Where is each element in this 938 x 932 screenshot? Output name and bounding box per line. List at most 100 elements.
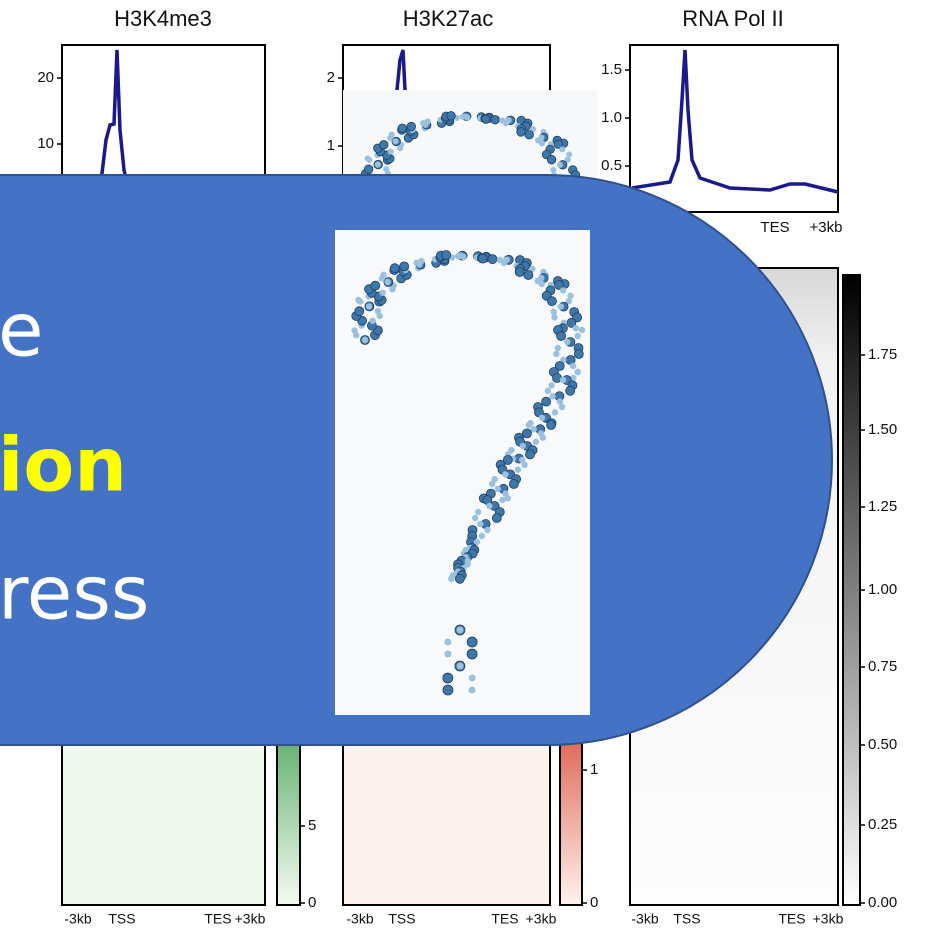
dna-bead [504,495,511,502]
dna-bead [502,120,510,127]
dna-bead [570,374,577,382]
dna-bead [454,573,465,584]
x-tick-label: +3kb [810,219,843,236]
dna-bead [471,514,479,522]
dna-bead [525,449,535,460]
dna-bead [355,296,362,304]
x-tick-label: -3kb [64,911,91,927]
dna-bead [554,280,564,290]
dna-bead [460,253,467,260]
dna-bead [376,312,383,320]
callout-text: e [0,288,44,374]
dna-bead [363,164,374,174]
y-tick-label: 2 [327,69,335,86]
y-tick-label: 0.5 [601,157,622,174]
dna-bead [477,253,488,264]
colorbar-tick-label: 0.25 [868,816,897,833]
dna-bead [392,138,399,145]
dna-bead [353,332,360,339]
dna-bead [444,650,452,658]
callout-text: ress [0,551,149,637]
x-tick-label: TES [778,911,805,927]
x-tick-label: TSS [108,911,135,927]
dna-bead [564,156,571,163]
dna-bead [530,426,537,433]
colorbar-tick-label: 1.50 [868,421,897,438]
dna-bead [444,638,452,646]
dna-bead [379,289,386,296]
dna-bead [468,686,476,694]
dna-bead [370,280,381,291]
x-tick-label: TSS [388,911,415,927]
dna-bead [491,513,502,523]
dna-bead [573,349,584,359]
dna-bead [442,672,454,684]
dna-bead [518,456,526,464]
dna-bead [523,270,534,280]
dna-bead [418,257,425,265]
dna-bead [380,271,387,278]
panel-title: H3K4me3 [114,6,212,31]
dna-bead [546,154,557,165]
panel-title: H3K27ac [403,6,494,31]
dna-bead [551,314,558,321]
dna-bead [442,684,454,696]
callout-text-highlight: ion [0,423,127,509]
dna-bead [532,438,540,445]
dna-bead [446,111,456,121]
dna-bead [456,662,464,670]
dna-bead [539,434,547,441]
colorbar-tick-label: 1.00 [868,581,897,598]
dna-bead [399,261,410,272]
dna-bead [525,421,533,429]
dna-bead [468,674,476,682]
x-tick-label: TES [491,911,518,927]
x-tick-label: TES [204,911,231,927]
dna-bead [478,532,485,540]
x-tick-label: +3kb [813,911,844,927]
dna-bead [548,382,555,389]
y-tick-label: 1.5 [601,61,622,78]
colorbar-tick-label: 0 [308,894,316,911]
dna-bead [558,403,566,411]
dna-bead [509,479,519,489]
dna-bead [519,442,526,450]
y-tick-label: 10 [37,135,54,152]
dna-bead [365,303,373,310]
dna-bead [448,575,455,582]
dna-bead [556,398,564,405]
dna-bead [473,538,481,546]
dna-bead [544,387,552,394]
colorbar-tick-label: 0 [590,894,598,911]
dna-bead [524,130,534,140]
dna-bead [466,636,478,648]
dna-bead [374,161,381,168]
colorbar-tick-label: 5 [308,817,316,834]
dna-bead [514,466,522,473]
dna-question-mark [351,250,586,696]
dna-bead [559,376,567,384]
dna-bead [388,131,395,138]
dna-bead [566,151,573,158]
dna-bead [502,490,509,497]
dna-bead [351,327,358,334]
dna-bead [369,317,376,324]
dna-bead [383,166,390,173]
x-tick-label: +3kb [235,911,266,927]
dna-bead [486,502,493,510]
dna-bead [521,461,528,468]
colorbar-tick-label: 0.75 [868,658,897,675]
dna-bead [455,253,462,260]
dna-bead [413,259,420,266]
dna-bead [487,254,498,265]
dna-bead [552,373,562,383]
dna-bead [387,148,394,155]
dna-bead [477,520,484,528]
dna-bead [514,267,525,277]
dna-bead [490,115,500,125]
dna-bead [559,146,566,153]
profile-curve [98,49,132,196]
dna-bead [491,476,498,483]
dna-bead [361,336,369,344]
dna-bead [541,396,552,407]
